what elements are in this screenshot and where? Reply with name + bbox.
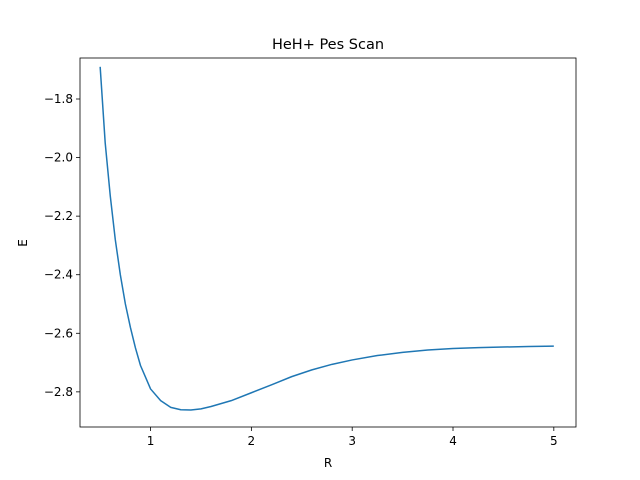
plot-frame: [79, 57, 577, 428]
y-tick-label: −2.8: [44, 385, 73, 399]
x-tick-label: 3: [348, 434, 356, 448]
y-tick-label: −2.6: [44, 326, 73, 340]
y-axis-label: E: [16, 239, 30, 247]
x-tick-label: 5: [550, 434, 558, 448]
series-line-0: [99, 66, 554, 411]
x-tick-label: 1: [147, 434, 155, 448]
plot-line-layer: [99, 66, 554, 411]
y-axis-ticks: −2.8 −2.6 −2.4 −2.2 −2.0 −1.8: [44, 92, 80, 399]
x-axis-label: R: [324, 456, 332, 470]
x-tick-label: 4: [449, 434, 457, 448]
x-axis-ticks: 1 2 3 4 5: [147, 427, 558, 448]
plot-background: [80, 58, 576, 427]
chart-title: HeH+ Pes Scan: [272, 37, 384, 53]
y-tick-label: −2.2: [44, 209, 73, 223]
y-tick-label: −2.0: [44, 151, 73, 165]
y-tick-label: −1.8: [44, 92, 73, 106]
x-tick-label: 2: [248, 434, 256, 448]
y-tick-label: −2.4: [44, 268, 73, 282]
